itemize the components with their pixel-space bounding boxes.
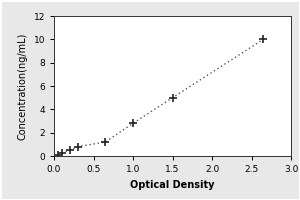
X-axis label: Optical Density: Optical Density <box>130 180 215 190</box>
Y-axis label: Concentration(ng/mL): Concentration(ng/mL) <box>18 32 28 140</box>
